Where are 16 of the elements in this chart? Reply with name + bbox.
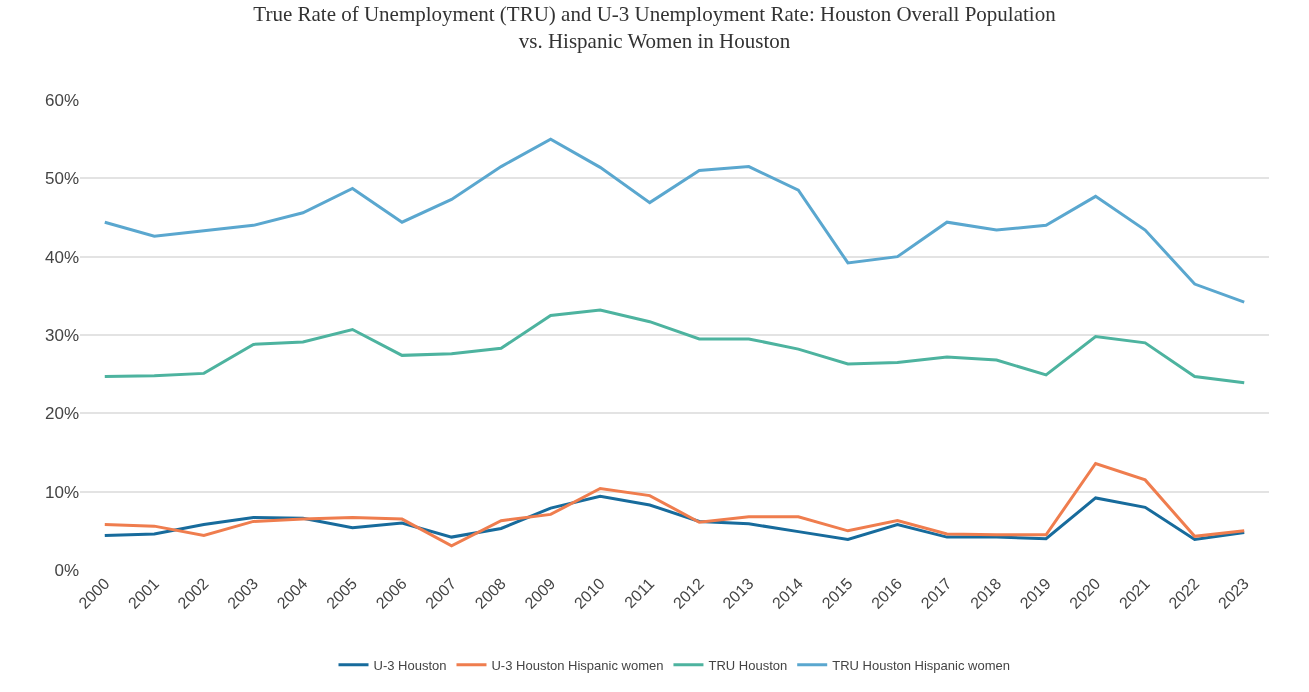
legend-label: U-3 Houston	[373, 657, 447, 673]
y-tick-label: 0%	[54, 560, 79, 580]
line-series	[103, 494, 1246, 541]
y-tick-label: 50%	[44, 169, 79, 189]
y-tick-label: 10%	[44, 482, 79, 502]
chart-title: True Rate of Unemployment (TRU) and U-3 Unemployment Rate: Houston Overall Population vs. Hispanic Women in Houston	[253, 1, 1057, 54]
line-series	[103, 308, 1246, 385]
legend-label: TRU Houston	[708, 657, 788, 673]
y-tick-label: 40%	[44, 247, 79, 267]
y-tick-label: 60%	[44, 90, 79, 110]
line-series	[103, 137, 1246, 304]
y-tick-label: 30%	[44, 325, 79, 345]
legend-label: TRU Houston Hispanic women	[832, 657, 1010, 673]
legend-label: U-3 Houston Hispanic women	[491, 657, 664, 673]
y-tick-label: 20%	[44, 404, 79, 424]
line-series	[103, 461, 1246, 548]
